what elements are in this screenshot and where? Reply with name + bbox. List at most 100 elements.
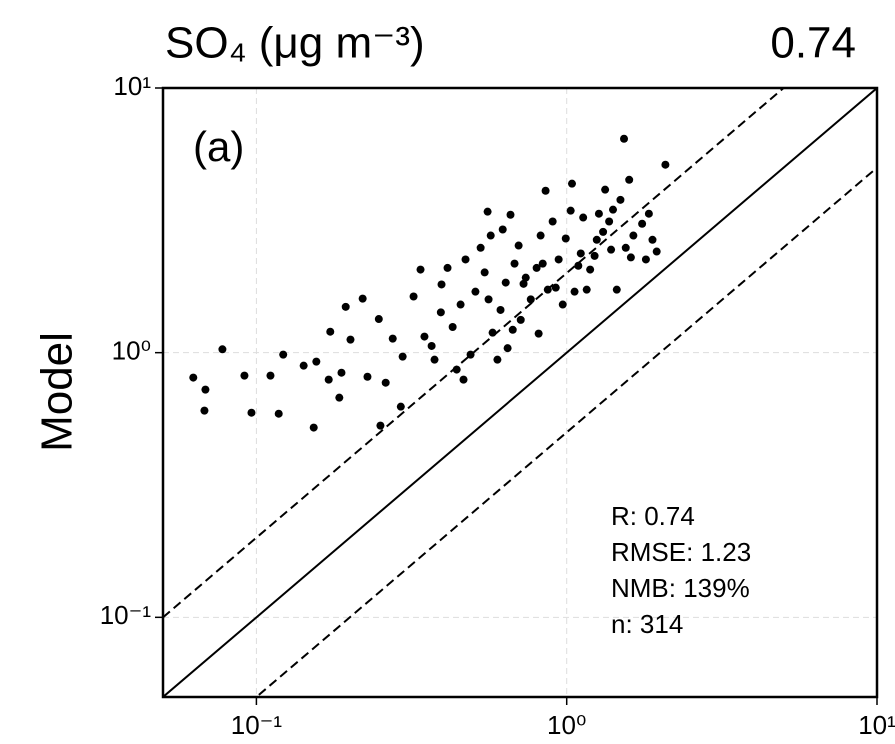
point xyxy=(240,371,249,380)
y-axis-label: Model xyxy=(33,332,82,452)
reference-line xyxy=(163,88,877,697)
point xyxy=(448,323,457,332)
point xyxy=(376,421,385,430)
point xyxy=(551,283,560,292)
point xyxy=(341,302,350,311)
point xyxy=(496,305,505,314)
point xyxy=(626,253,635,262)
point xyxy=(641,255,650,264)
point xyxy=(483,207,492,216)
reference-line xyxy=(254,166,877,697)
point xyxy=(609,205,618,214)
chart-title: SO₄ (μg m⁻³) xyxy=(165,19,425,68)
point xyxy=(461,255,470,264)
point xyxy=(493,355,502,364)
point xyxy=(388,334,397,343)
point xyxy=(514,241,523,250)
point xyxy=(398,352,407,361)
point xyxy=(574,261,583,270)
point xyxy=(648,235,657,244)
point xyxy=(536,231,545,240)
point xyxy=(416,265,425,274)
point xyxy=(503,344,512,353)
point xyxy=(570,287,579,296)
point xyxy=(519,279,528,288)
point xyxy=(534,329,543,338)
point xyxy=(607,245,616,254)
y-tick-label: 10⁰ xyxy=(112,336,151,366)
point xyxy=(605,217,614,226)
reference-line xyxy=(163,88,786,619)
point xyxy=(620,134,629,143)
point xyxy=(638,219,647,228)
point xyxy=(337,368,346,377)
point xyxy=(586,265,595,274)
point xyxy=(526,295,535,304)
point xyxy=(312,357,321,366)
point xyxy=(427,341,436,350)
point xyxy=(430,355,439,364)
point xyxy=(486,231,495,240)
point xyxy=(381,378,390,387)
point xyxy=(508,325,517,334)
point xyxy=(561,234,570,243)
point xyxy=(576,249,585,258)
point xyxy=(459,375,468,384)
stats-annotation: R: 0.74 xyxy=(611,501,695,531)
point xyxy=(644,209,653,218)
point xyxy=(501,278,510,287)
point xyxy=(558,300,567,309)
point xyxy=(324,375,333,384)
point xyxy=(266,371,275,380)
point xyxy=(601,185,610,194)
point xyxy=(599,227,608,236)
point xyxy=(554,255,563,264)
point xyxy=(274,409,283,418)
point xyxy=(456,300,465,309)
point xyxy=(521,273,530,282)
point xyxy=(396,402,405,411)
point xyxy=(335,393,344,402)
point xyxy=(590,251,599,260)
point xyxy=(279,350,288,359)
point xyxy=(625,175,634,184)
point xyxy=(420,332,429,341)
point xyxy=(582,285,591,294)
point xyxy=(541,186,550,195)
point xyxy=(616,195,625,204)
y-tick-label: 10¹ xyxy=(113,71,151,101)
point xyxy=(471,287,480,296)
point xyxy=(488,328,497,337)
point xyxy=(299,361,308,370)
point xyxy=(436,308,445,317)
point xyxy=(538,259,547,268)
point xyxy=(200,406,209,415)
point xyxy=(363,372,372,381)
panel-label: (a) xyxy=(193,123,244,170)
point xyxy=(510,259,519,268)
point xyxy=(567,179,576,188)
point xyxy=(498,225,507,234)
point xyxy=(476,243,485,252)
point xyxy=(594,209,603,218)
stats-annotation: RMSE: 1.23 xyxy=(611,537,751,567)
stats-annotation: n: 314 xyxy=(611,609,683,639)
stats-annotation: NMB: 139% xyxy=(611,573,750,603)
point xyxy=(218,345,227,354)
x-tick-label: 10⁻¹ xyxy=(231,710,283,740)
point xyxy=(374,315,383,324)
point xyxy=(452,365,461,374)
point xyxy=(189,373,198,382)
point xyxy=(484,295,493,304)
point xyxy=(466,350,475,359)
point xyxy=(579,213,588,222)
x-tick-label: 10⁰ xyxy=(547,710,586,740)
point xyxy=(629,231,638,240)
point xyxy=(548,217,557,226)
point xyxy=(201,385,210,394)
point xyxy=(247,408,256,417)
point xyxy=(516,315,525,324)
point xyxy=(506,210,515,219)
point xyxy=(661,160,670,169)
